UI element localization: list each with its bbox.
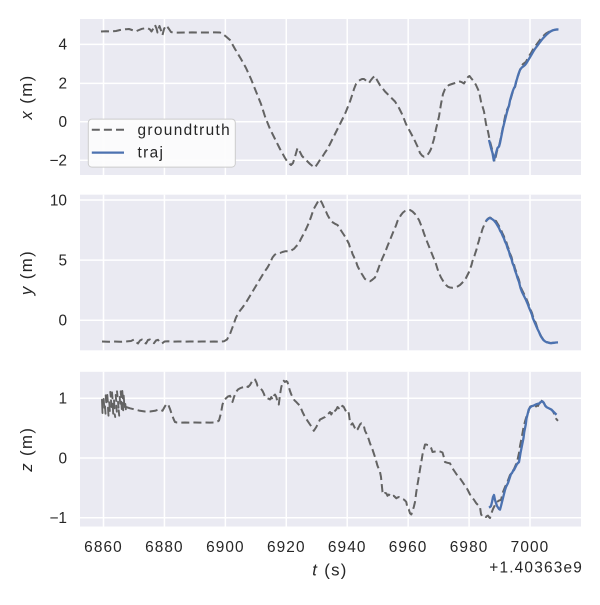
- svg-text:t (s): t (s): [312, 560, 347, 579]
- svg-text:6860: 6860: [84, 539, 123, 556]
- svg-text:10: 10: [50, 192, 67, 209]
- svg-text:z (m): z (m): [17, 427, 36, 473]
- svg-text:5: 5: [58, 252, 67, 269]
- svg-text:traj: traj: [138, 145, 165, 162]
- svg-text:6900: 6900: [206, 539, 245, 556]
- svg-text:7000: 7000: [511, 539, 550, 556]
- svg-text:−2: −2: [49, 153, 67, 170]
- svg-text:6940: 6940: [328, 539, 367, 556]
- svg-text:6980: 6980: [450, 539, 489, 556]
- svg-text:x (m): x (m): [17, 74, 36, 120]
- svg-text:0: 0: [58, 450, 67, 467]
- svg-text:6880: 6880: [145, 539, 184, 556]
- svg-text:2: 2: [58, 76, 67, 93]
- svg-text:−1: −1: [49, 510, 67, 527]
- svg-text:y (m): y (m): [17, 250, 36, 296]
- svg-text:groundtruth: groundtruth: [138, 122, 232, 139]
- svg-text:6960: 6960: [389, 539, 428, 556]
- svg-text:0: 0: [58, 313, 67, 330]
- svg-text:0: 0: [58, 114, 67, 131]
- svg-text:4: 4: [58, 37, 67, 54]
- svg-text:+1.40363e9: +1.40363e9: [489, 559, 583, 576]
- svg-text:1: 1: [58, 391, 67, 408]
- svg-text:6920: 6920: [267, 539, 306, 556]
